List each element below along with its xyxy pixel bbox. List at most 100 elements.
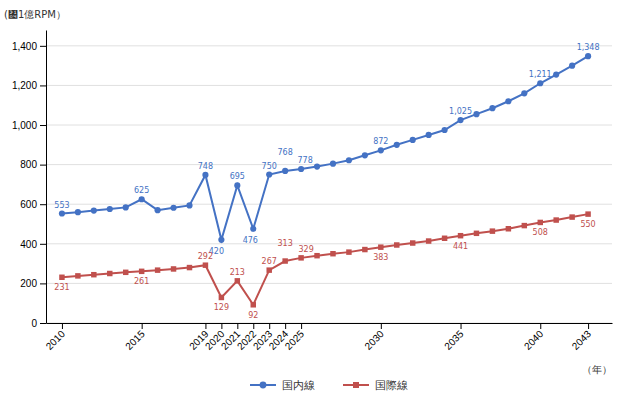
data-label: 750: [262, 162, 277, 171]
marker: [394, 142, 400, 148]
tick: 2030: [362, 323, 386, 352]
marker: [139, 196, 145, 202]
tick: 2040: [522, 323, 546, 352]
marker: [473, 111, 479, 117]
tick: 2035: [442, 323, 466, 352]
legend-marker: [260, 382, 267, 389]
marker: [155, 267, 160, 272]
data-label: 872: [373, 137, 388, 146]
marker: [378, 147, 384, 153]
marker: [553, 71, 559, 77]
y-axis-label: (㄄1億RPM）: [4, 9, 66, 20]
data-label: 778: [297, 156, 312, 165]
data-label: 313: [278, 239, 293, 248]
tick-label: 600: [20, 199, 37, 210]
tick-label: 400: [20, 239, 37, 250]
marker: [585, 211, 590, 216]
tick-label: 2043: [570, 328, 594, 352]
tick-label: 2035: [442, 328, 466, 352]
data-label: 1,025: [449, 107, 472, 116]
grid-line: [46, 323, 612, 324]
tick-label: 2015: [123, 328, 147, 352]
marker: [585, 53, 591, 59]
data-label: 213: [230, 268, 245, 277]
tick-mark: [40, 85, 46, 86]
y-axis: 02004006008001,0001,2001,400: [12, 31, 47, 329]
marker: [442, 236, 447, 241]
marker: [203, 262, 208, 267]
tick-mark: [253, 323, 254, 329]
data-label: 508: [533, 228, 548, 237]
marker: [569, 214, 574, 219]
marker: [490, 228, 495, 233]
marker: [522, 223, 527, 228]
data-label: 383: [373, 253, 388, 262]
tick-mark: [269, 323, 270, 329]
marker: [362, 152, 368, 158]
legend-label: 国際線: [375, 379, 408, 392]
tick-label: 2025: [283, 328, 307, 352]
grid-line: [46, 45, 612, 46]
tick-label: 2010: [44, 328, 68, 352]
grid-line: [46, 85, 612, 86]
data-label: 129: [214, 303, 229, 312]
tick: 800: [20, 159, 46, 170]
series-line: [62, 56, 588, 240]
marker: [378, 244, 383, 249]
x-axis-label: （年）: [582, 364, 612, 375]
data-label: 476: [243, 236, 258, 245]
marker: [123, 204, 129, 210]
tick-mark: [540, 323, 541, 329]
tick-mark: [205, 323, 206, 329]
marker: [155, 207, 161, 213]
marker: [219, 295, 224, 300]
data-label: 748: [198, 162, 213, 171]
marker: [234, 182, 240, 188]
marker: [266, 171, 272, 177]
legend-label: 国内線: [282, 379, 315, 392]
marker: [107, 271, 112, 276]
marker: [362, 247, 367, 252]
marker: [59, 210, 65, 216]
legend-marker: [353, 382, 359, 388]
data-label: 625: [134, 186, 149, 195]
marker: [171, 266, 176, 271]
marker: [506, 226, 511, 231]
marker: [187, 265, 192, 270]
data-label: 768: [278, 148, 293, 157]
data-label: 441: [453, 242, 468, 251]
grid-line: [46, 283, 612, 284]
marker: [553, 217, 558, 222]
marker: [59, 275, 64, 280]
grid-line: [46, 125, 612, 126]
data-label: 1,211: [529, 70, 552, 79]
tick-mark: [62, 323, 63, 329]
axis-line: [47, 323, 613, 324]
marker: [426, 238, 431, 243]
data-label: 292: [198, 252, 213, 261]
tick-mark: [40, 244, 46, 245]
data-label: 92: [248, 311, 258, 320]
marker: [91, 207, 97, 213]
legend-item: 国内線: [250, 379, 315, 392]
data-label: 553: [54, 201, 69, 210]
data-label: 550: [580, 220, 595, 229]
marker: [330, 251, 335, 256]
tick-label: 800: [20, 159, 37, 170]
marker: [505, 98, 511, 104]
marker: [282, 168, 288, 174]
marker: [107, 206, 113, 212]
tick-mark: [381, 323, 382, 329]
marker: [521, 90, 527, 96]
tick-label: 1,200: [12, 80, 37, 91]
marker: [442, 127, 448, 133]
data-label: 261: [134, 277, 149, 286]
tick-label: 2040: [522, 328, 546, 352]
data-label: 329: [298, 245, 313, 254]
marker: [298, 166, 304, 172]
grid-line: [46, 243, 612, 244]
marker: [346, 157, 352, 163]
tick-mark: [40, 165, 46, 166]
marker: [75, 273, 80, 278]
tick-mark: [461, 323, 462, 329]
